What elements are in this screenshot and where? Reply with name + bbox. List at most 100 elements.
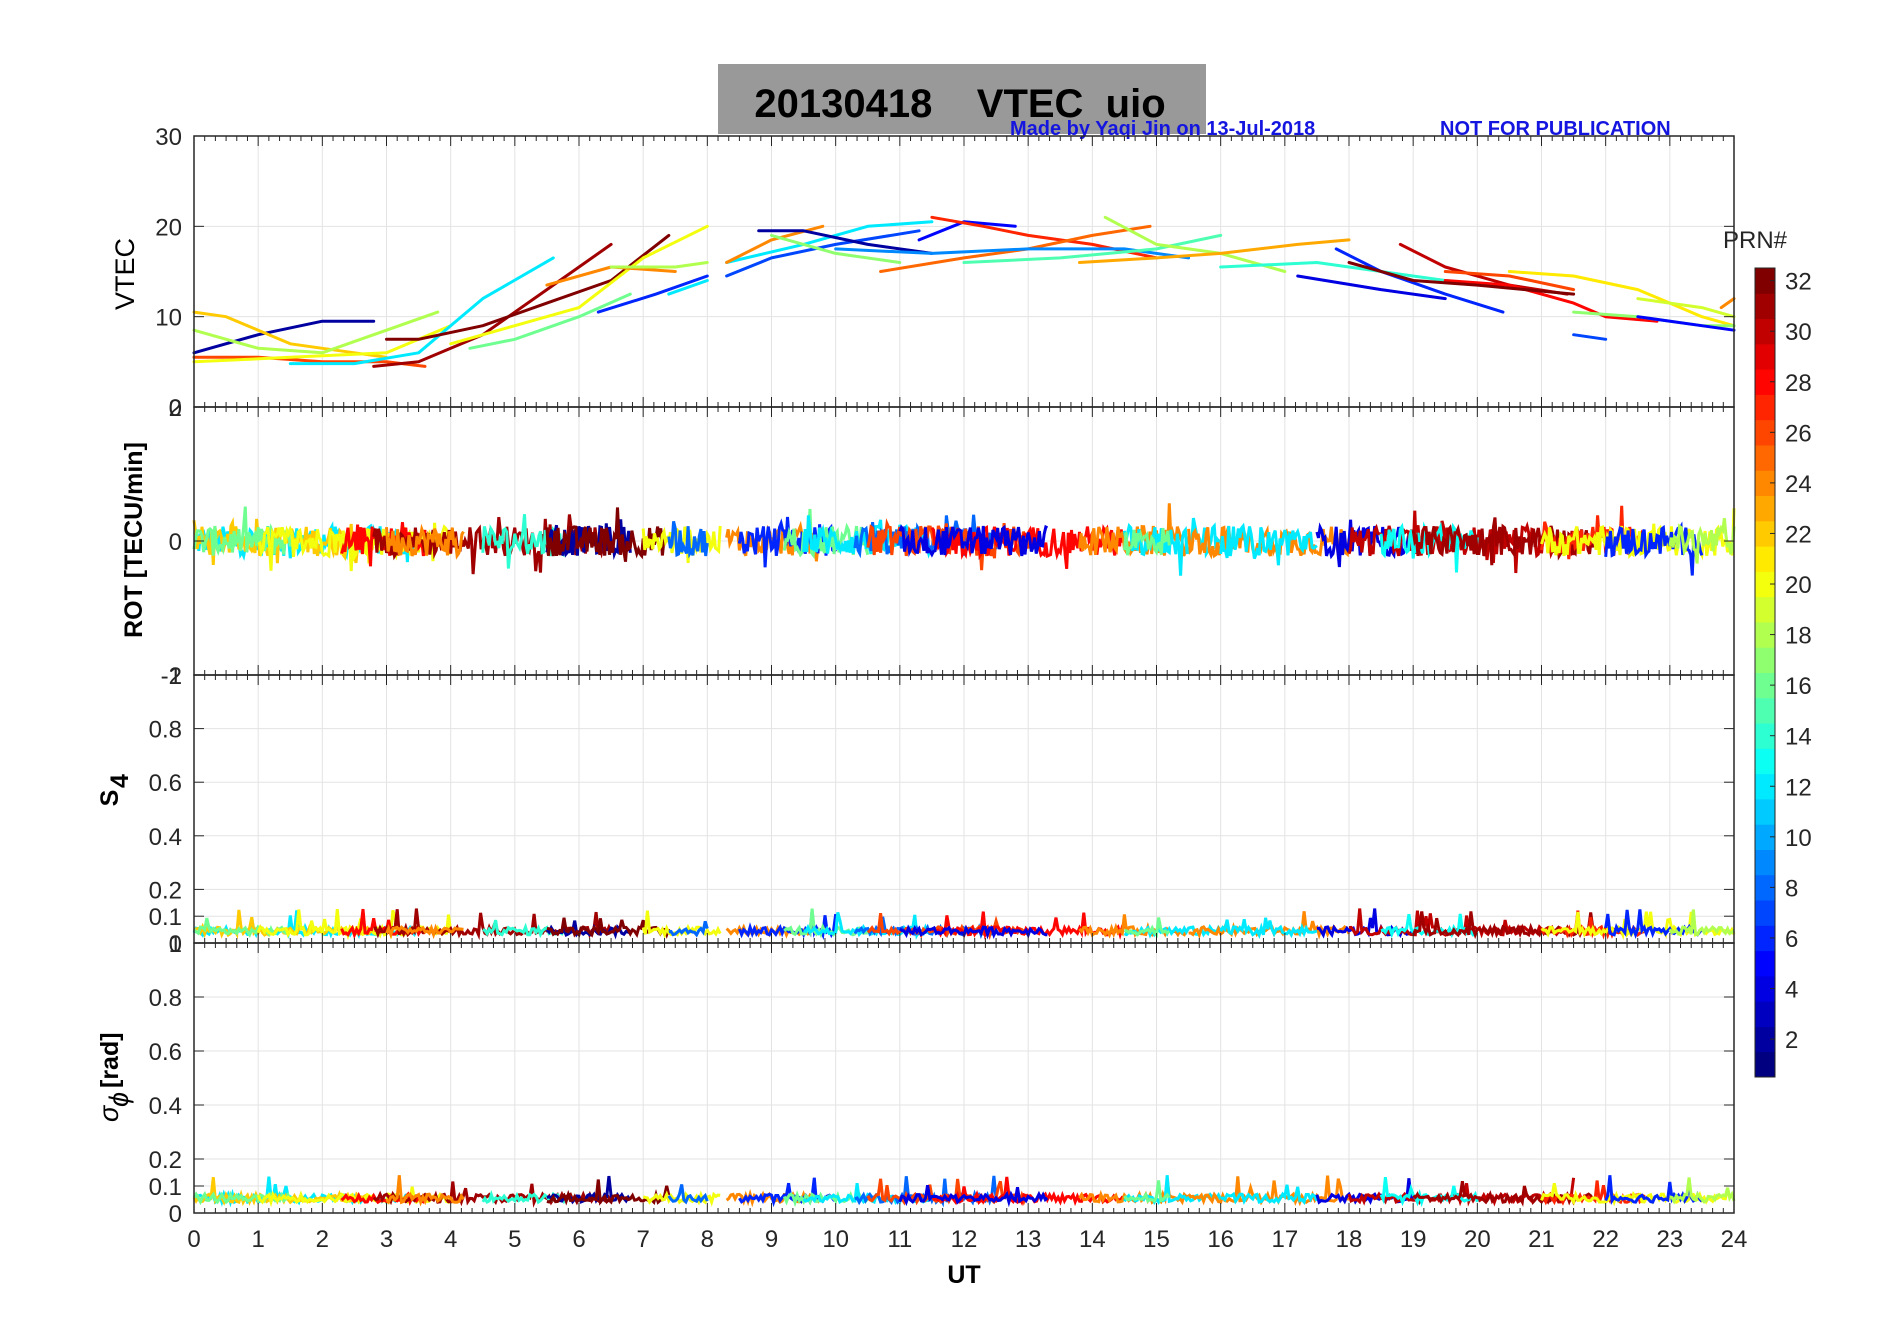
colorbar-swatch bbox=[1755, 975, 1775, 1002]
rot-trace-prn-4 bbox=[898, 524, 1049, 558]
y-tick-label: 0.2 bbox=[149, 1147, 182, 1174]
y-tick-label: 0.4 bbox=[149, 824, 182, 851]
y-tick-label: 1 bbox=[169, 931, 182, 958]
colorbar-swatch bbox=[1755, 343, 1775, 370]
x-tick-label: 10 bbox=[822, 1226, 849, 1253]
x-tick-label: 24 bbox=[1721, 1226, 1748, 1253]
y-tick-label: -2 bbox=[161, 663, 182, 690]
vtec-track-prn-15 bbox=[962, 233, 1223, 264]
x-tick-label: 14 bbox=[1079, 1226, 1106, 1253]
vtec-data bbox=[192, 215, 1736, 368]
rot-ylabel: ROT [TECU/min] bbox=[120, 442, 148, 638]
y-tick-label: 0.2 bbox=[149, 877, 182, 904]
colorbar-tick-label: 32 bbox=[1785, 269, 1812, 296]
sigma_phi-data bbox=[192, 1175, 1736, 1208]
s4-data bbox=[192, 908, 1736, 941]
x-tick-label: 4 bbox=[444, 1226, 457, 1253]
rot-trace-prn-18 bbox=[1668, 518, 1736, 564]
colorbar-swatch bbox=[1755, 925, 1775, 952]
y-tick-label: 0 bbox=[169, 1201, 182, 1228]
colorbar-swatch bbox=[1755, 520, 1775, 547]
y-tick-label: 0.6 bbox=[149, 770, 182, 797]
publication-note: NOT FOR PUBLICATION bbox=[1440, 118, 1671, 140]
x-tick-label: 21 bbox=[1528, 1226, 1555, 1253]
colorbar-tick-label: 6 bbox=[1785, 926, 1798, 953]
panel-sigma_phi: 00.10.20.40.60.810 1 2 3 4 5 6 7 8 9 10 11 12 13 14 15 1… bbox=[149, 931, 1748, 1253]
vtec-track-prn-12 bbox=[667, 279, 709, 296]
s4-trace-prn-12 bbox=[1219, 917, 1318, 940]
colorbar-swatch bbox=[1755, 849, 1775, 876]
x-tick-label: 8 bbox=[701, 1226, 714, 1253]
x-tick-label: 18 bbox=[1336, 1226, 1363, 1253]
colorbar-tick-label: 10 bbox=[1785, 825, 1812, 852]
y-tick-label: 0.8 bbox=[149, 717, 182, 744]
colorbar-tick-label: 12 bbox=[1785, 774, 1812, 801]
colorbar-swatch bbox=[1755, 647, 1775, 673]
y-tick-label: 0.6 bbox=[149, 1039, 182, 1066]
x-tick-label: 23 bbox=[1656, 1226, 1683, 1253]
vtec-track-prn-5 bbox=[1636, 315, 1736, 332]
colorbar-swatch bbox=[1755, 723, 1775, 749]
s4-trace-prn-16 bbox=[1124, 917, 1171, 939]
colorbar-swatch bbox=[1755, 798, 1775, 825]
colorbar-swatch bbox=[1755, 268, 1775, 294]
x-tick-label: 16 bbox=[1207, 1226, 1234, 1253]
y-tick-label: 10 bbox=[155, 305, 182, 332]
y-tick-label: 0 bbox=[169, 395, 182, 422]
colorbar-swatch bbox=[1755, 596, 1775, 623]
x-tick-label: 3 bbox=[380, 1226, 393, 1253]
vtec-track-prn-6 bbox=[596, 274, 709, 314]
rot-trace-prn-6 bbox=[1604, 521, 1704, 576]
sigma_phi-trace-prn-18 bbox=[1669, 1177, 1736, 1205]
sigma_phi-trace-prn-12 bbox=[1220, 1184, 1319, 1206]
vtec-track-prn-21 bbox=[1507, 270, 1736, 328]
x-tick-label: 11 bbox=[887, 1226, 912, 1253]
phi-subscript: ϕ bbox=[104, 1092, 134, 1107]
colorbar-swatch bbox=[1755, 293, 1775, 320]
x-tick-label: 12 bbox=[951, 1226, 978, 1253]
vtec-track-prn-4 bbox=[1296, 274, 1447, 301]
rot-trace-prn-24 bbox=[385, 523, 465, 560]
s4-ylabel-sub: 4 bbox=[106, 774, 134, 788]
vtec-ylabel: VTEC bbox=[110, 238, 140, 310]
colorbar-tick-label: 2 bbox=[1785, 1027, 1798, 1054]
y-tick-label: 0.4 bbox=[149, 1093, 182, 1120]
colorbar-tick-label: 30 bbox=[1785, 319, 1812, 346]
vtec-track-prn-23 bbox=[1078, 238, 1351, 264]
colorbar-tick-label: 26 bbox=[1785, 420, 1812, 447]
colorbar-swatch bbox=[1755, 672, 1775, 699]
x-tick-label: 15 bbox=[1143, 1226, 1170, 1253]
vtec-track-prn-12 bbox=[725, 220, 934, 264]
colorbar-tick-label: 24 bbox=[1785, 471, 1812, 498]
colorbar-swatch bbox=[1755, 546, 1775, 572]
rot-trace-prn-12 bbox=[1219, 522, 1318, 566]
sigma-symbol: σ bbox=[94, 1104, 124, 1122]
vtec-track-prn-32 bbox=[1347, 261, 1576, 296]
colorbar-swatch bbox=[1755, 824, 1775, 850]
colorbar-swatch bbox=[1755, 369, 1775, 395]
colorbar-swatch bbox=[1755, 1026, 1775, 1053]
rot-trace-prn-2 bbox=[545, 519, 632, 561]
y-tick-label: 30 bbox=[155, 124, 182, 151]
s4-ylabel: S 4 bbox=[96, 774, 134, 806]
sigma_phi-trace-prn-4 bbox=[898, 1185, 1049, 1208]
rot-trace-prn-6 bbox=[737, 516, 837, 568]
vtec-track-prn-24 bbox=[1719, 297, 1736, 310]
colorbar-swatch bbox=[1755, 318, 1775, 345]
x-tick-label: 6 bbox=[572, 1226, 585, 1253]
x-tick-label: 9 bbox=[765, 1226, 778, 1253]
x-tick-label: 1 bbox=[251, 1226, 264, 1253]
vtec-track-prn-20 bbox=[449, 224, 709, 346]
colorbar-tick-label: 20 bbox=[1785, 572, 1812, 599]
colorbar-swatch bbox=[1755, 444, 1775, 471]
panel-rot: -2 02 bbox=[161, 395, 1736, 690]
vtec-track-prn-28 bbox=[1443, 279, 1659, 323]
sigma_phi-trace-prn-24 bbox=[385, 1175, 465, 1207]
y-tick-label: 2 bbox=[169, 395, 182, 422]
s4-trace-prn-18 bbox=[1668, 909, 1735, 937]
sigma_phi-trace-prn-6 bbox=[1604, 1175, 1703, 1206]
rot-trace-prn-20 bbox=[641, 525, 722, 563]
x-tick-label: 7 bbox=[636, 1226, 649, 1253]
